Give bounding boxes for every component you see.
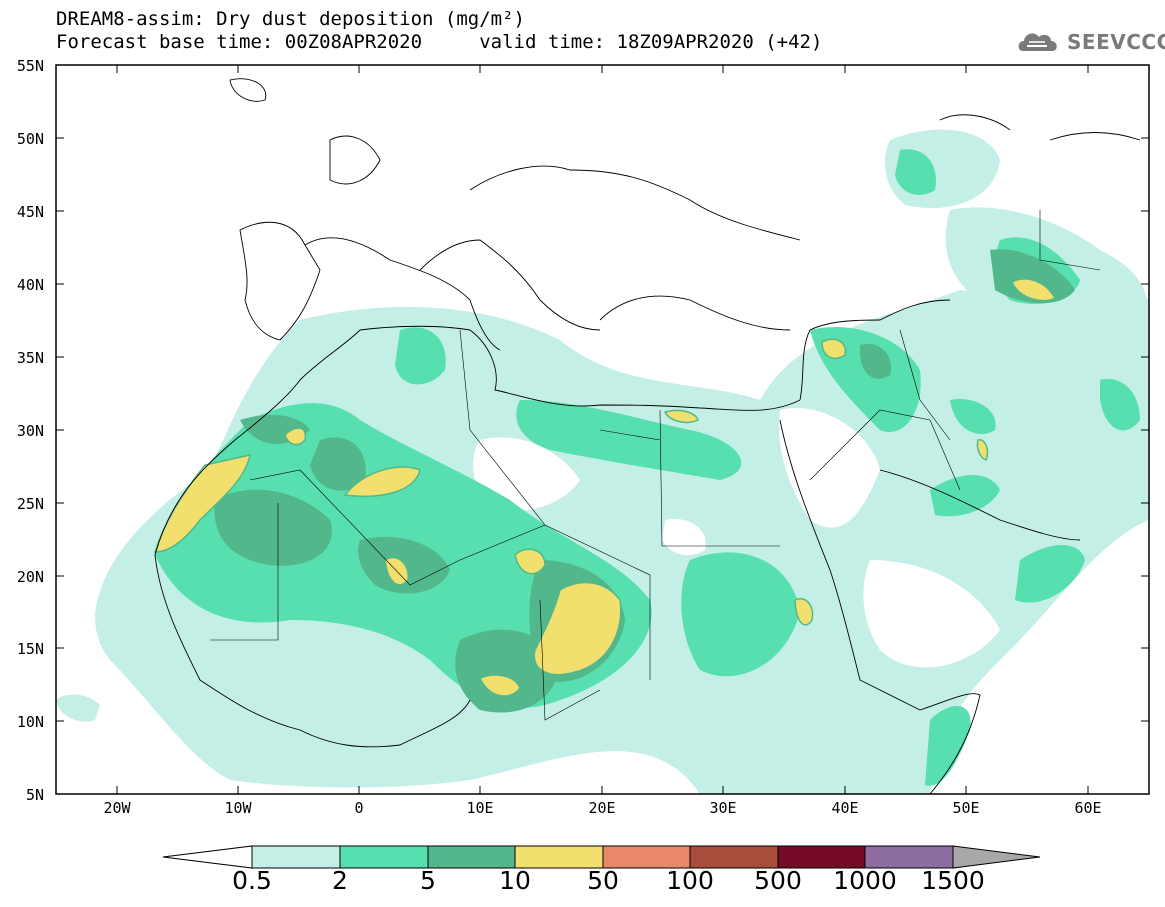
lat-label: 15N — [16, 640, 44, 658]
colorbar-label: 0.5 — [232, 866, 272, 895]
lon-label: 20E — [588, 799, 616, 817]
colorbar-swatch-6 — [777, 845, 866, 869]
colorbar-max-arrow — [952, 845, 1041, 869]
dust-level-10 — [153, 278, 1057, 697]
lon-label: 0 — [354, 799, 364, 817]
colorbar-label: 1500 — [921, 866, 985, 895]
lat-label: 50N — [16, 130, 44, 148]
colorbar-swatch-3 — [514, 845, 604, 869]
colorbar-label: 2 — [332, 866, 348, 895]
map-subtitle: Forecast base time: 00Z08APR2020 valid t… — [56, 31, 823, 53]
lon-label: 10W — [224, 799, 252, 817]
lon-label: 60E — [1074, 799, 1102, 817]
lat-label: 35N — [16, 349, 44, 367]
colorbar-swatch-1 — [339, 845, 429, 869]
colorbar — [162, 845, 1041, 869]
lon-label: 30E — [709, 799, 737, 817]
lon-label: 50E — [952, 799, 980, 817]
lat-label: 20N — [16, 568, 44, 586]
colorbar-min-arrow — [162, 845, 253, 869]
lat-label: 45N — [16, 203, 44, 221]
borders — [210, 210, 1101, 721]
lon-label: 20W — [103, 799, 131, 817]
colorbar-swatch-7 — [864, 845, 954, 869]
colorbar-label: 10 — [499, 866, 531, 895]
lat-label: 40N — [16, 276, 44, 294]
logo-text: SEEVCCC — [1067, 30, 1165, 54]
lon-label: 40E — [831, 799, 859, 817]
colorbar-label: 100 — [666, 866, 714, 895]
lat-label: 30N — [16, 422, 44, 440]
lat-label: 25N — [16, 495, 44, 513]
coastlines — [154, 78, 1141, 794]
axis-ticks — [56, 64, 1149, 794]
colorbar-label: 1000 — [833, 866, 897, 895]
lon-label: 10E — [466, 799, 494, 817]
colorbar-swatch-0 — [251, 845, 341, 869]
map-title: DREAM8-assim: Dry dust deposition (mg/m²… — [56, 8, 525, 30]
colorbar-swatch-4 — [602, 845, 691, 869]
colorbar-label: 500 — [754, 866, 802, 895]
colorbar-swatch-5 — [689, 845, 779, 869]
seevccc-logo-icon — [1018, 33, 1057, 51]
colorbar-swatch-2 — [427, 845, 516, 869]
colorbar-label: 50 — [587, 866, 619, 895]
colorbar-label: 5 — [420, 866, 436, 895]
lat-label: 10N — [16, 713, 44, 731]
lat-label: 5N — [25, 786, 44, 804]
lat-label: 55N — [16, 57, 44, 75]
